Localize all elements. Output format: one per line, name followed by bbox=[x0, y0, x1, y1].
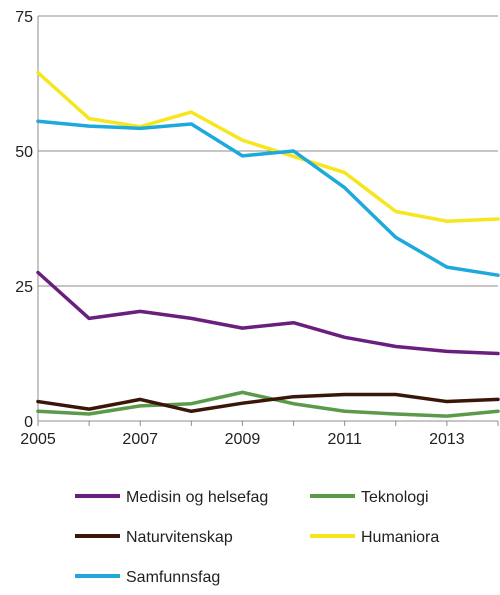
legend-label: Samfunnsfag bbox=[126, 569, 220, 586]
axes bbox=[37, 16, 499, 426]
legend-label: Humaniora bbox=[361, 529, 439, 546]
x-tick-label: 2011 bbox=[327, 431, 362, 448]
x-tick-label: 2005 bbox=[20, 431, 56, 448]
legend: Medisin og helsefag Teknologi Naturvitensk… bbox=[75, 489, 439, 586]
x-tick-label: 2013 bbox=[429, 431, 465, 448]
legend-label: Naturvitenskap bbox=[126, 529, 233, 546]
series-line-medisin-og-helsefag bbox=[36, 270, 500, 356]
series-lines bbox=[36, 70, 500, 418]
series-line-naturvitenskap bbox=[36, 392, 500, 414]
legend-item-humaniora: Humaniora bbox=[310, 529, 439, 546]
series-teknologi bbox=[36, 390, 500, 418]
x-tick-label: 2007 bbox=[122, 431, 158, 448]
series-samfunnsfag bbox=[36, 119, 500, 277]
grid-lines bbox=[38, 15, 498, 287]
legend-item-naturvitenskap: Naturvitenskap bbox=[75, 529, 233, 546]
series-line-humaniora bbox=[36, 70, 500, 223]
y-tick-label: 0 bbox=[24, 414, 33, 431]
legend-label: Teknologi bbox=[361, 489, 429, 506]
tick-labels: 0 25 50 75 2005 2007 2009 2011 2013 bbox=[15, 9, 465, 448]
legend-label: Medisin og helsefag bbox=[126, 489, 268, 506]
series-naturvitenskap bbox=[36, 392, 500, 414]
y-tick-label: 75 bbox=[15, 9, 33, 26]
series-humaniora bbox=[36, 70, 500, 223]
series-line-teknologi bbox=[36, 390, 500, 418]
legend-item-samfunnsfag: Samfunnsfag bbox=[75, 569, 220, 586]
y-tick-label: 25 bbox=[15, 279, 33, 296]
y-tick-label: 50 bbox=[15, 144, 33, 161]
series-medisin-og-helsefag bbox=[36, 270, 500, 356]
series-line-samfunnsfag bbox=[36, 119, 500, 277]
legend-item-medisin-og-helsefag: Medisin og helsefag bbox=[75, 489, 268, 506]
x-tick-label: 2009 bbox=[225, 431, 261, 448]
legend-item-teknologi: Teknologi bbox=[310, 489, 429, 506]
